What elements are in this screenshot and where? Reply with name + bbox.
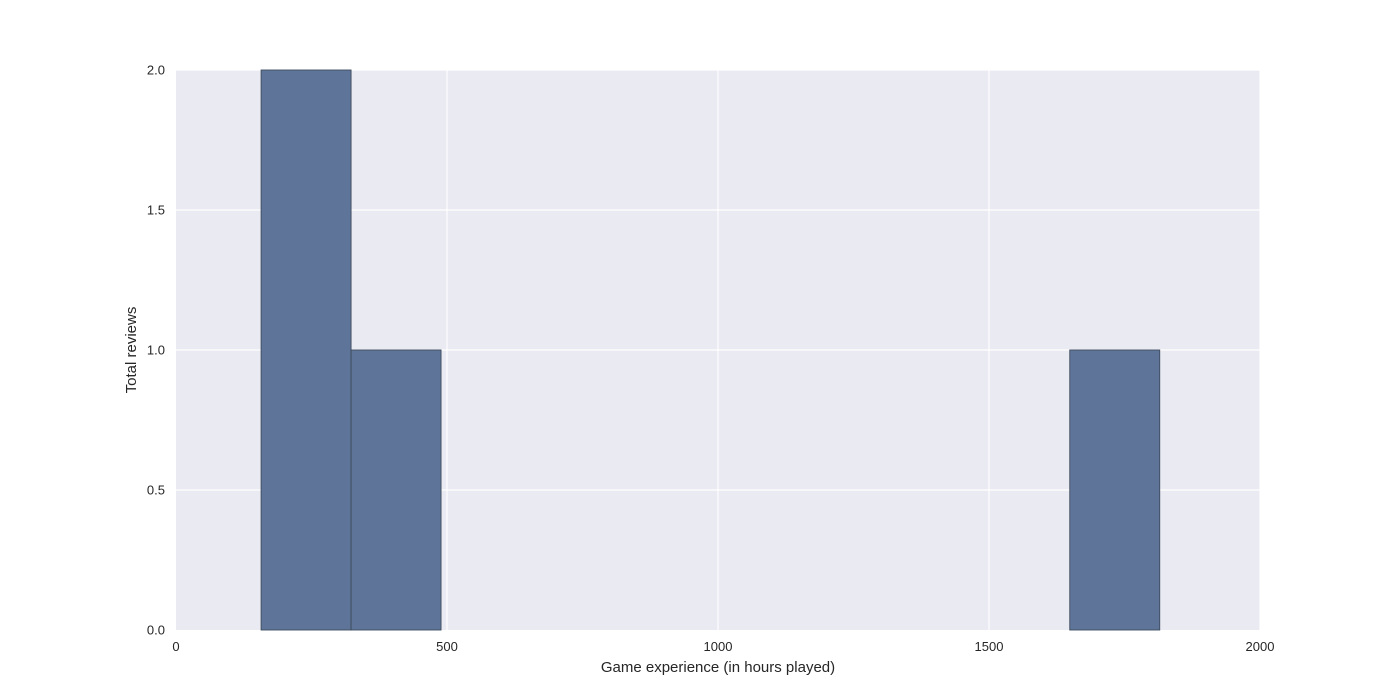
x-tick-label: 1500: [975, 639, 1004, 654]
x-tick-label: 2000: [1246, 639, 1275, 654]
x-tick-label: 1000: [704, 639, 733, 654]
x-tick-label: 500: [436, 639, 458, 654]
bars: [260, 69, 1161, 631]
x-tick-labels: 0 500 1000 1500 2000: [172, 639, 1274, 654]
histogram-bar: [350, 349, 442, 631]
histogram-bar: [260, 69, 352, 631]
y-tick-labels: 0.0 0.5 1.0 1.5 2.0: [147, 63, 165, 638]
y-tick-label: 1.0: [147, 343, 165, 358]
x-axis-label: Game experience (in hours played): [601, 659, 835, 676]
y-tick-label: 0.0: [147, 623, 165, 638]
y-tick-label: 1.5: [147, 203, 165, 218]
y-axis-label: Total reviews: [123, 307, 140, 394]
y-tick-label: 0.5: [147, 483, 165, 498]
histogram-bar: [1069, 349, 1161, 631]
y-tick-label: 2.0: [147, 63, 165, 78]
x-tick-label: 0: [172, 639, 179, 654]
